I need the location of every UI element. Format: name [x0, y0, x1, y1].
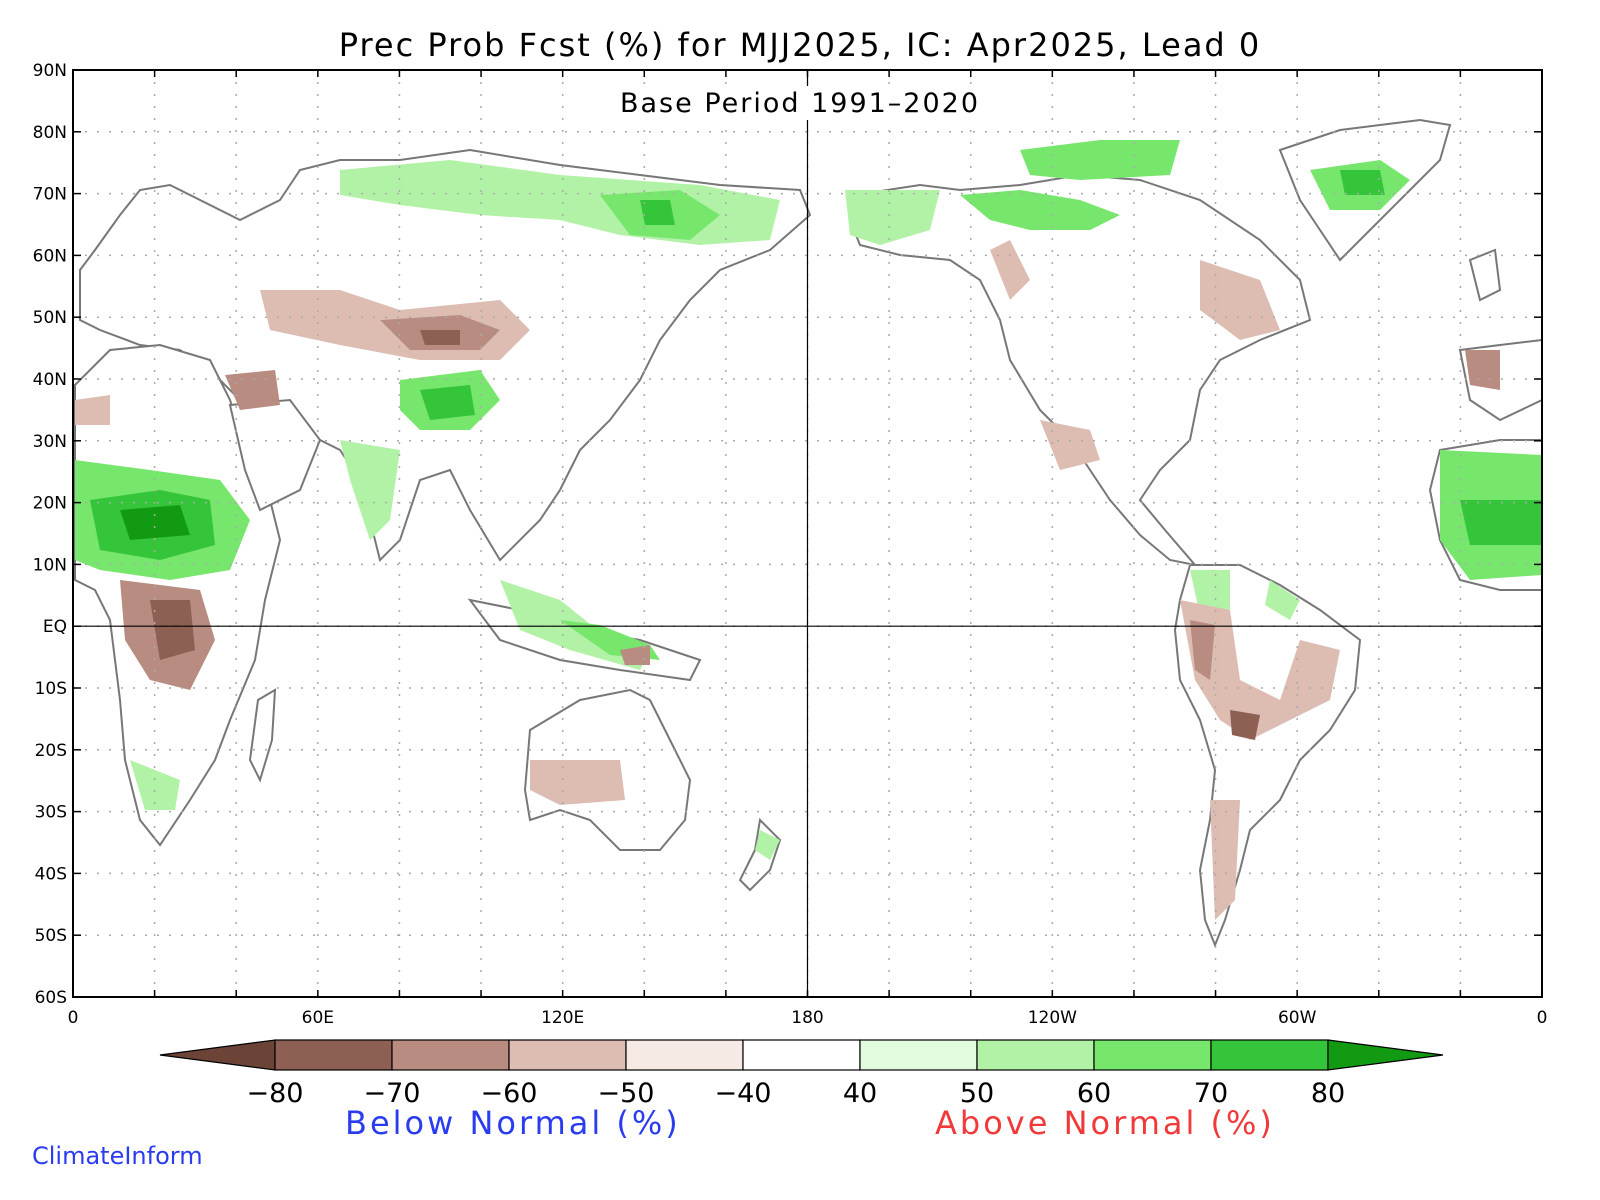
lat-tick-label: 60S	[35, 988, 67, 1008]
legend-tick-label: −60	[481, 1078, 538, 1109]
above-normal-area	[120, 505, 190, 540]
legend-tick-label: 80	[1311, 1078, 1345, 1109]
lat-tick-label: 80N	[33, 123, 67, 143]
lon-tick-label: 180	[791, 1008, 823, 1028]
above-normal-area	[1020, 140, 1180, 180]
lat-tick-label: 50N	[33, 308, 67, 328]
above-normal-area	[1460, 500, 1542, 545]
legend-colorbar	[159, 1039, 1444, 1071]
above-normal-area	[130, 760, 180, 810]
legend-tick-labels: −80 −70 −60 −50 −40 40 50 60 70 80	[247, 1078, 1346, 1109]
madagascar-landmass	[248, 688, 277, 783]
legend-swatch	[859, 1039, 978, 1071]
below-normal-area	[1210, 800, 1240, 920]
above-normal-area	[420, 385, 475, 420]
lat-tick-label: 10S	[35, 679, 67, 699]
below-normal-area	[1040, 420, 1100, 470]
legend-tick-label: 50	[960, 1078, 994, 1109]
lat-tick-label: 20S	[35, 741, 67, 761]
above-normal-area	[1340, 170, 1385, 195]
below-normal-area	[620, 645, 650, 665]
credit-text: ClimateInform	[32, 1142, 203, 1170]
lat-tick-label: 70N	[33, 185, 67, 205]
lat-tick-label: 90N	[33, 61, 67, 81]
legend-swatch	[976, 1039, 1095, 1071]
legend-tick-label: 70	[1194, 1078, 1228, 1109]
latitude-labels: 90N 80N 70N 60N 50N 40N 30N 20N 10N EQ 10S 20S 30S 40…	[33, 61, 67, 1008]
subtitle-backdrop	[612, 86, 988, 120]
below-normal-area	[75, 395, 110, 425]
legend-arrow-left	[159, 1039, 276, 1071]
legend-tick-label: −50	[598, 1078, 655, 1109]
map-subtitle: Base Period 1991–2020	[620, 88, 980, 119]
below-normal-area	[1230, 710, 1260, 740]
above-normal-area	[755, 830, 780, 860]
land-masses	[74, 118, 1542, 948]
legend-swatch	[1210, 1039, 1329, 1071]
legend-arrow-right	[1327, 1039, 1444, 1071]
lon-tick-label: 60W	[1278, 1008, 1317, 1028]
below-normal-area	[530, 760, 625, 805]
legend-swatch	[625, 1039, 744, 1071]
below-normal-label: Below Normal (%)	[345, 1104, 681, 1142]
legend-swatch	[391, 1039, 510, 1071]
lat-tick-label: 20N	[33, 494, 67, 514]
longitude-labels: 0 60E 120E 180 120W 60W 0	[68, 1008, 1548, 1028]
below-normal-area	[1465, 350, 1500, 390]
below-normal-area	[1190, 620, 1215, 680]
lon-tick-label: 120E	[541, 1008, 584, 1028]
arabia-landmass	[228, 398, 322, 512]
lat-tick-label: 40N	[33, 370, 67, 390]
legend-tick-label: 60	[1077, 1078, 1111, 1109]
lat-tick-label: 40S	[35, 864, 67, 884]
map-title: Prec Prob Fcst (%) for MJJ2025, IC: Apr2…	[338, 26, 1262, 64]
above-normal-area	[960, 190, 1120, 230]
legend-tick-label: −80	[247, 1078, 304, 1109]
above-normal-area	[845, 190, 940, 245]
above-normal-label: Above Normal (%)	[935, 1104, 1275, 1142]
lat-tick-label: 30N	[33, 432, 67, 452]
below-normal-area	[990, 240, 1030, 300]
map-body	[74, 118, 1542, 948]
lat-tick-label: 50S	[35, 926, 67, 946]
legend-tick-label: 40	[843, 1078, 877, 1109]
below-normal-area	[1180, 600, 1340, 740]
above-normal-area	[1265, 580, 1300, 620]
lon-tick-label: 60E	[302, 1008, 334, 1028]
ireland-right-landmass	[1468, 248, 1502, 302]
lat-tick-label: EQ	[43, 617, 67, 637]
lat-tick-label: 60N	[33, 246, 67, 266]
lon-tick-label: 0	[68, 1008, 79, 1028]
north-america-landmass	[848, 173, 1312, 567]
lat-tick-label: 10N	[33, 555, 67, 575]
lat-tick-label: 30S	[35, 803, 67, 823]
legend-swatch	[508, 1039, 627, 1071]
above-normal-area	[340, 440, 400, 540]
below-normal-area	[420, 330, 460, 345]
below-normal-area	[225, 370, 280, 410]
above-normal-area	[640, 200, 675, 225]
forecast-shading	[75, 140, 1542, 920]
lon-tick-label: 120W	[1028, 1008, 1077, 1028]
legend-swatch	[274, 1039, 393, 1071]
axis-ticks	[73, 69, 1542, 998]
legend-swatch	[742, 1039, 861, 1071]
below-normal-area	[1200, 260, 1280, 340]
legend-tick-label: −40	[715, 1078, 772, 1109]
below-normal-area	[150, 600, 195, 660]
legend-swatch	[1093, 1039, 1212, 1071]
lon-tick-label: 0	[1537, 1008, 1548, 1028]
reference-lines	[73, 70, 1542, 997]
legend-tick-label: −70	[364, 1078, 421, 1109]
